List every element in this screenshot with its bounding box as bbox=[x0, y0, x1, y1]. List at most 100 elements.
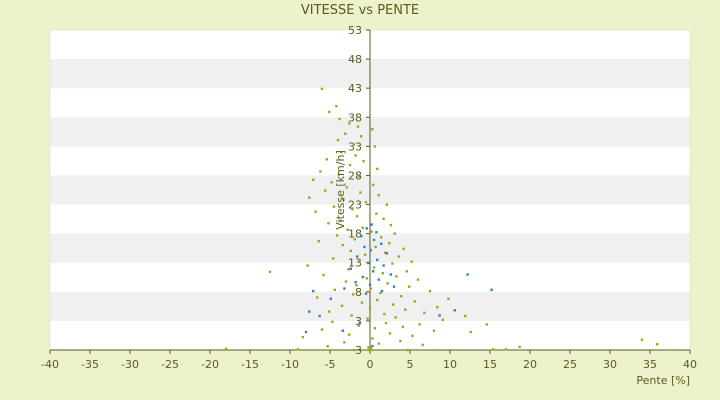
data-point bbox=[395, 275, 398, 278]
x-axis-label: Pente [%] bbox=[636, 374, 690, 387]
data-point bbox=[453, 309, 456, 312]
data-point bbox=[360, 135, 363, 138]
data-point bbox=[441, 318, 444, 322]
data-point bbox=[333, 288, 336, 292]
x-tick-label: -15 bbox=[241, 358, 259, 371]
data-point bbox=[492, 348, 495, 351]
data-point bbox=[640, 338, 644, 341]
data-point bbox=[413, 300, 416, 303]
data-point bbox=[418, 323, 421, 326]
data-point bbox=[325, 158, 328, 161]
data-point bbox=[389, 273, 392, 276]
data-point bbox=[384, 251, 387, 254]
data-point bbox=[356, 215, 359, 218]
data-point bbox=[373, 327, 376, 330]
data-point bbox=[504, 348, 508, 351]
data-point bbox=[350, 314, 353, 317]
data-point bbox=[348, 333, 351, 336]
data-point bbox=[376, 167, 379, 171]
data-point bbox=[361, 226, 364, 229]
data-point bbox=[316, 296, 319, 299]
data-point bbox=[406, 348, 409, 352]
data-point bbox=[318, 314, 321, 318]
y-tick-label: 23 bbox=[348, 199, 362, 212]
data-point bbox=[392, 303, 395, 306]
data-point bbox=[331, 320, 334, 324]
data-point bbox=[436, 305, 439, 309]
data-point bbox=[341, 329, 344, 332]
data-point bbox=[382, 264, 385, 267]
data-point bbox=[369, 248, 372, 252]
data-point bbox=[371, 344, 374, 348]
data-point bbox=[380, 289, 384, 293]
data-point bbox=[340, 151, 343, 154]
data-point bbox=[369, 287, 372, 290]
data-point bbox=[354, 280, 357, 284]
data-point bbox=[328, 310, 331, 313]
x-tick-label: 25 bbox=[563, 358, 577, 371]
data-point bbox=[404, 308, 407, 311]
data-point bbox=[337, 173, 340, 176]
data-point bbox=[356, 255, 359, 258]
data-point bbox=[336, 234, 339, 237]
data-point bbox=[338, 117, 341, 121]
data-point bbox=[330, 181, 333, 184]
data-point bbox=[342, 198, 345, 201]
data-point bbox=[358, 259, 361, 262]
data-point bbox=[332, 205, 336, 208]
data-point bbox=[397, 255, 400, 258]
data-point bbox=[355, 284, 358, 287]
data-point bbox=[405, 270, 408, 273]
data-point bbox=[364, 292, 368, 295]
data-point bbox=[319, 170, 322, 173]
data-point bbox=[349, 249, 352, 252]
data-point bbox=[368, 283, 372, 286]
data-point bbox=[317, 240, 320, 243]
data-point bbox=[324, 189, 327, 192]
data-point bbox=[386, 282, 389, 285]
x-tick-label: 30 bbox=[603, 358, 617, 371]
y-tick-label: 3 bbox=[355, 344, 362, 357]
x-tick-label: -20 bbox=[201, 358, 219, 371]
y-tick-label: 43 bbox=[348, 82, 362, 95]
x-tick-label: -10 bbox=[281, 358, 299, 371]
y-tick-label: 8 bbox=[355, 286, 362, 299]
chart-title: VITESSE vs PENTE bbox=[301, 3, 419, 18]
data-point bbox=[401, 325, 404, 329]
x-tick-label: -25 bbox=[161, 358, 179, 371]
data-point bbox=[428, 289, 432, 293]
x-tick-label: 15 bbox=[483, 358, 497, 371]
data-point bbox=[370, 223, 373, 226]
data-point bbox=[432, 329, 436, 332]
data-point bbox=[438, 314, 441, 317]
data-point bbox=[384, 321, 388, 325]
data-point bbox=[348, 122, 351, 125]
data-point bbox=[312, 289, 315, 293]
data-point bbox=[357, 175, 360, 178]
x-tick-label: -30 bbox=[121, 358, 139, 371]
data-point bbox=[388, 332, 392, 335]
data-point bbox=[320, 87, 324, 91]
data-point bbox=[332, 257, 335, 260]
x-tick-label: -40 bbox=[41, 358, 59, 371]
data-point bbox=[341, 243, 344, 247]
data-point bbox=[346, 228, 349, 231]
data-point bbox=[379, 291, 382, 295]
data-point bbox=[394, 316, 397, 319]
x-tick-label: 0 bbox=[367, 358, 374, 371]
data-point bbox=[352, 348, 356, 352]
data-point bbox=[327, 222, 330, 225]
data-point bbox=[326, 344, 329, 348]
data-point bbox=[372, 266, 376, 269]
data-point bbox=[377, 193, 380, 197]
data-point bbox=[370, 230, 373, 233]
data-point bbox=[339, 219, 342, 222]
data-point bbox=[464, 314, 467, 318]
x-tick-label: 5 bbox=[407, 358, 414, 371]
data-point bbox=[352, 293, 355, 296]
data-point bbox=[344, 280, 348, 283]
data-point bbox=[372, 270, 375, 273]
data-point bbox=[372, 183, 375, 187]
data-point bbox=[368, 307, 372, 310]
